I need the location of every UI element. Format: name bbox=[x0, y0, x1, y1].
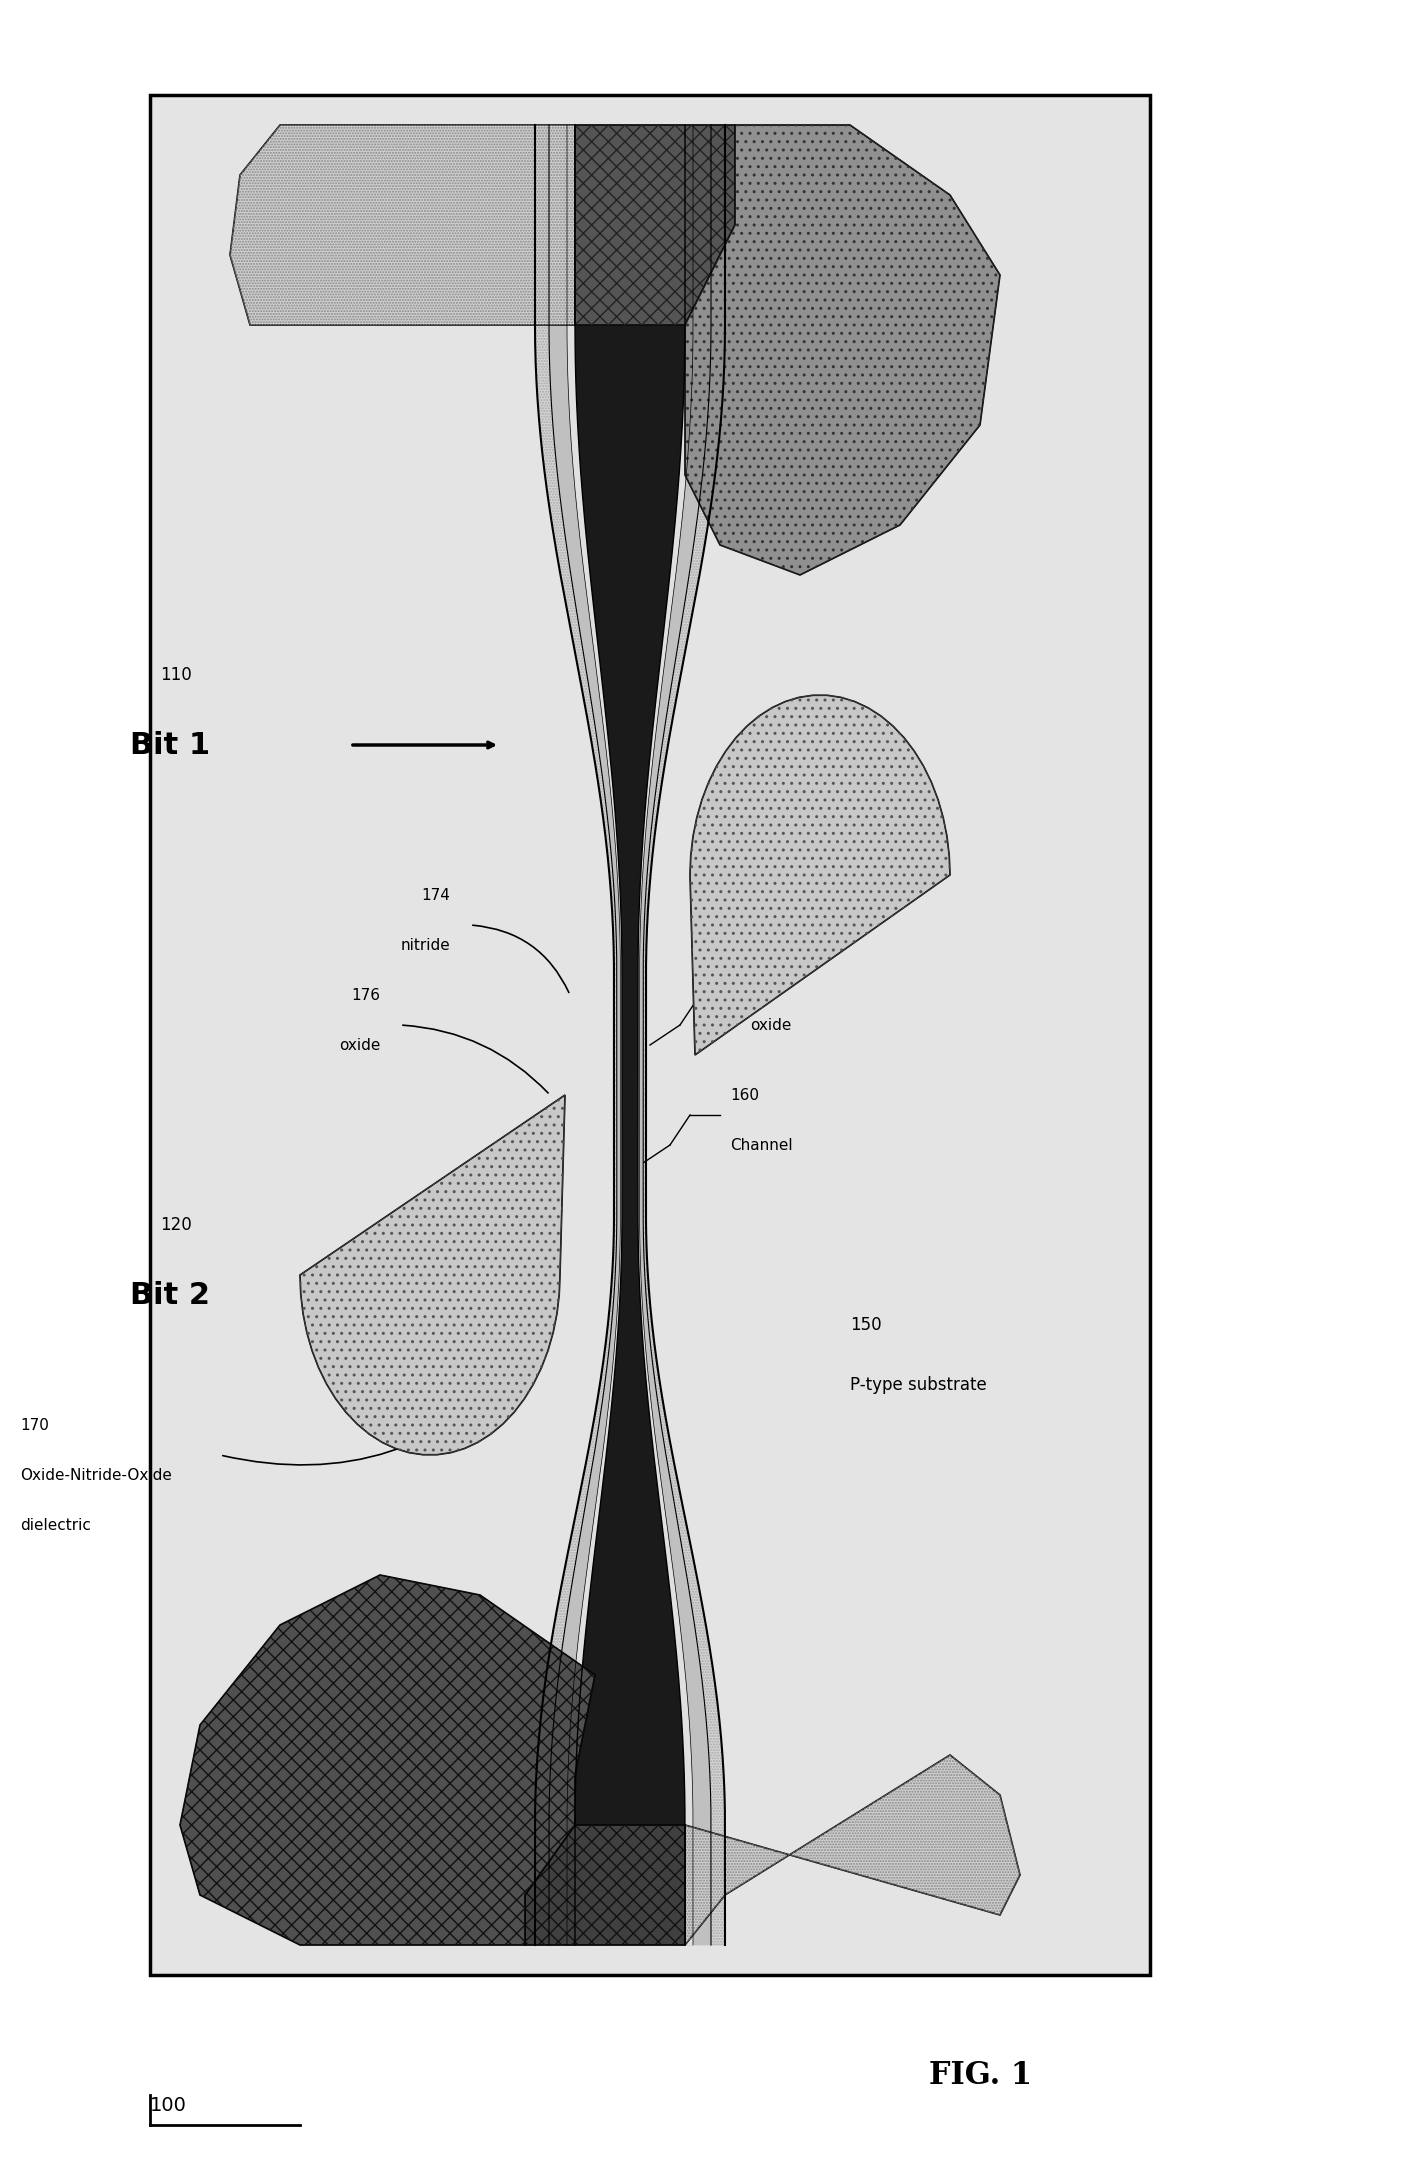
Text: dielectric: dielectric bbox=[20, 1518, 91, 1533]
Text: 176: 176 bbox=[352, 987, 380, 1003]
Text: FIG. 1: FIG. 1 bbox=[929, 2060, 1031, 2090]
Polygon shape bbox=[574, 124, 736, 324]
Text: nitride: nitride bbox=[401, 937, 450, 953]
Bar bbox=[150, 96, 1150, 1975]
Polygon shape bbox=[574, 124, 685, 1944]
Text: 172: 172 bbox=[750, 968, 779, 983]
Polygon shape bbox=[685, 124, 1000, 574]
Text: 174: 174 bbox=[422, 887, 450, 903]
Text: 120: 120 bbox=[160, 1216, 192, 1233]
Text: 140 Bit line n+ implant: 140 Bit line n+ implant bbox=[873, 302, 887, 448]
Text: oxide: oxide bbox=[750, 1018, 792, 1033]
Text: 110: 110 bbox=[160, 666, 192, 683]
Polygon shape bbox=[549, 124, 710, 1944]
Polygon shape bbox=[691, 696, 950, 1055]
Bar bbox=[150, 96, 1150, 1975]
Text: 170: 170 bbox=[20, 1418, 49, 1433]
Polygon shape bbox=[567, 124, 693, 1944]
Text: oxide: oxide bbox=[339, 1037, 380, 1053]
Text: 190 WSi and Poly gate: 190 WSi and Poly gate bbox=[343, 154, 356, 296]
Text: 150: 150 bbox=[850, 1316, 881, 1333]
Polygon shape bbox=[685, 1755, 1020, 1944]
Text: 100: 100 bbox=[150, 2097, 186, 2114]
Polygon shape bbox=[179, 1575, 595, 1944]
Text: 160: 160 bbox=[730, 1088, 759, 1103]
Text: Channel: Channel bbox=[730, 1138, 793, 1153]
Text: Oxide-Nitride-Oxide: Oxide-Nitride-Oxide bbox=[20, 1468, 172, 1483]
Text: 130 Bit line n+ implant: 130 Bit line n+ implant bbox=[374, 1703, 387, 1849]
Text: Bit 1: Bit 1 bbox=[130, 731, 210, 759]
Polygon shape bbox=[300, 1094, 565, 1455]
Bar bbox=[150, 96, 1150, 1975]
Text: 180 Bit line oxide: 180 Bit line oxide bbox=[594, 170, 607, 281]
Polygon shape bbox=[535, 124, 724, 1944]
Text: P-type substrate: P-type substrate bbox=[850, 1377, 986, 1394]
Polygon shape bbox=[525, 1825, 685, 1944]
Polygon shape bbox=[230, 124, 574, 324]
Text: Bit 2: Bit 2 bbox=[130, 1281, 210, 1309]
